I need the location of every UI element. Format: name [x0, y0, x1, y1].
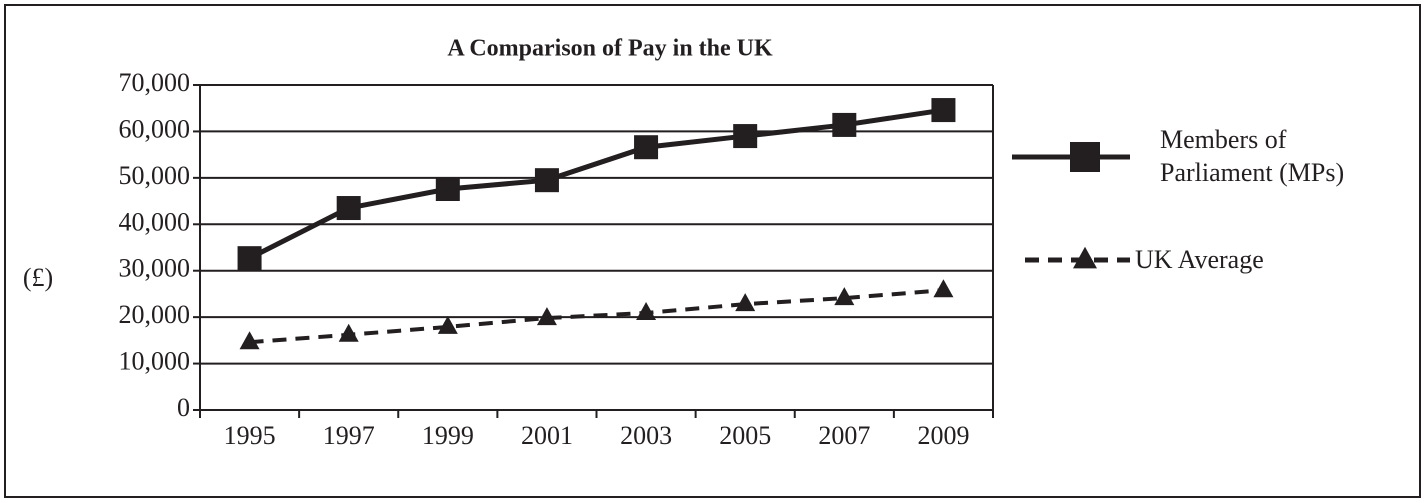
legend-label: Members of Parliament (MPs): [1160, 125, 1345, 187]
marker: [237, 246, 262, 271]
marker: [336, 196, 361, 221]
y-tick-label: 40,000: [119, 207, 191, 236]
x-tick-label: 2003: [620, 421, 672, 450]
frame: [4, 4, 1421, 498]
marker: [933, 279, 954, 298]
x-tick-label: 1999: [422, 421, 474, 450]
y-tick-label: 70,000: [119, 68, 191, 97]
y-tick-label: 20,000: [119, 300, 191, 329]
x-tick-label: 2007: [818, 421, 870, 450]
y-axis-label: (£): [23, 263, 53, 292]
x-tick-label: 2001: [521, 421, 573, 450]
marker: [1073, 246, 1097, 269]
x-tick-label: 2005: [719, 421, 771, 450]
marker: [338, 323, 359, 342]
marker: [536, 307, 557, 326]
legend-label: UK Average: [1135, 245, 1264, 274]
x-tick-label: 1995: [224, 421, 276, 450]
marker: [636, 301, 657, 320]
y-tick-label: 10,000: [119, 347, 191, 376]
marker: [834, 287, 855, 306]
y-tick-label: 60,000: [119, 114, 191, 143]
marker: [1070, 142, 1100, 172]
marker: [435, 177, 460, 201]
series-line: [248, 107, 944, 261]
marker: [735, 293, 756, 312]
marker: [733, 124, 758, 149]
y-tick-label: 0: [177, 393, 190, 422]
x-tick-label: 2009: [917, 421, 969, 450]
x-tick-label: 1997: [323, 421, 375, 450]
marker: [832, 112, 857, 137]
y-tick-label: 30,000: [119, 254, 191, 283]
y-tick-label: 50,000: [119, 161, 191, 190]
marker: [931, 98, 956, 123]
chart-title: A Comparison of Pay in the UK: [447, 36, 773, 62]
marker: [239, 331, 260, 350]
series-line: [249, 288, 944, 345]
marker: [534, 168, 559, 193]
marker: [437, 315, 458, 334]
marker: [634, 135, 659, 160]
